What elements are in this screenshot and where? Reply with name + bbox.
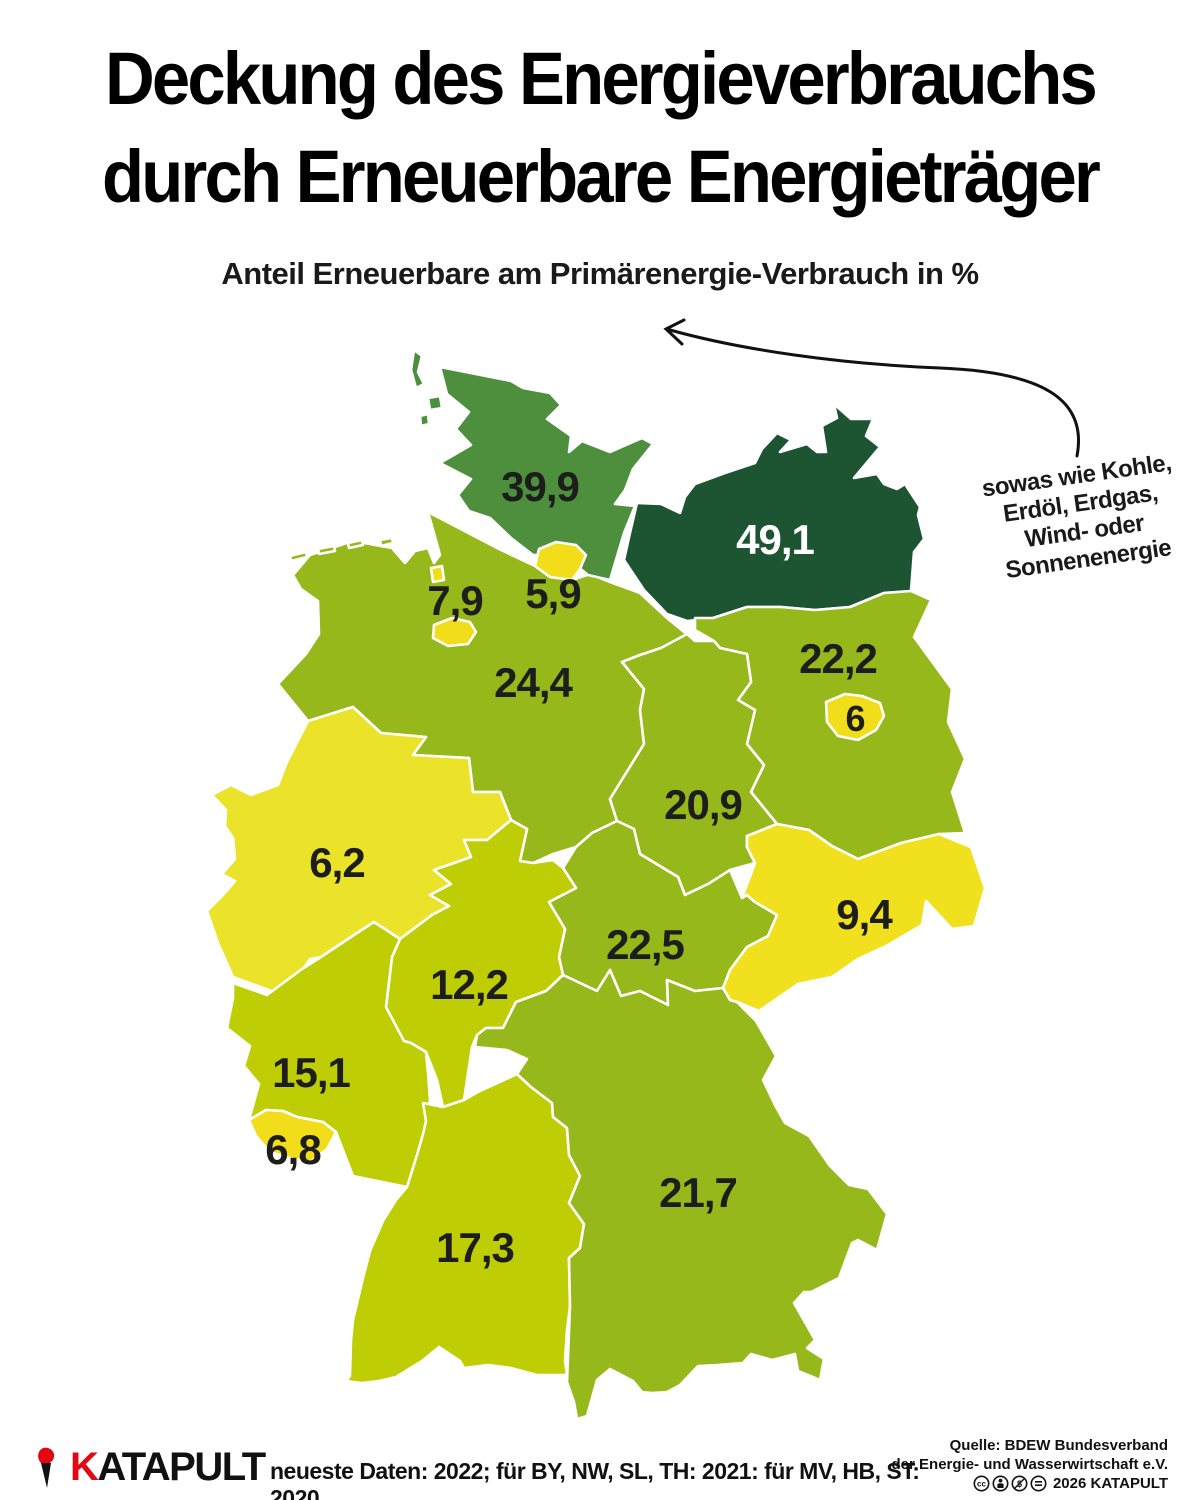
state-saarland bbox=[247, 1108, 338, 1164]
value-label-bremen: 7,9 bbox=[427, 577, 482, 624]
katapult-logo: KATAPULT bbox=[30, 1444, 266, 1490]
nc-icon: $ bbox=[1011, 1475, 1028, 1492]
footer: KATAPULT neueste Daten: 2022; für BY, NW… bbox=[0, 1436, 1200, 1500]
title-line1: Deckung des Energieverbrauchs bbox=[104, 37, 1098, 120]
value-label-rheinland-pfalz: 15,1 bbox=[272, 1049, 350, 1096]
state-sachsen bbox=[721, 822, 987, 1023]
value-label-berlin: 6 bbox=[845, 698, 864, 739]
svg-text:cc: cc bbox=[977, 1479, 986, 1488]
value-label-brandenburg: 22,2 bbox=[799, 635, 877, 682]
state-bremen bbox=[431, 616, 478, 648]
nd-icon bbox=[1030, 1475, 1047, 1492]
source-block: Quelle: BDEW Bundesverband der Energie- … bbox=[892, 1436, 1168, 1493]
value-label-saarland: 6,8 bbox=[265, 1126, 321, 1173]
subtitle: Anteil Erneuerbare am Primärenergie-Verb… bbox=[221, 256, 979, 291]
value-label-bayern: 21,7 bbox=[659, 1169, 737, 1216]
data-note: neueste Daten: 2022; für BY, NW, SL, TH:… bbox=[270, 1458, 920, 1500]
title-line2: durch Erneuerbare Energieträger bbox=[102, 135, 1101, 218]
value-label-mecklenburg-vorpommern: 49,1 bbox=[736, 516, 814, 563]
value-label-baden-wuerttemberg: 17,3 bbox=[436, 1224, 514, 1271]
cc-icon: cc bbox=[973, 1475, 990, 1492]
value-label-hessen: 12,2 bbox=[430, 961, 508, 1008]
value-label-thueringen: 22,5 bbox=[606, 921, 684, 968]
value-label-sachsen-anhalt: 20,9 bbox=[664, 781, 742, 828]
page-title: Deckung des Energieverbrauchs durch Erne… bbox=[42, 30, 1158, 226]
katapult-logo-icon bbox=[38, 1447, 55, 1488]
state-hamburg bbox=[533, 540, 588, 582]
value-label-nordrhein-westfalen: 6,2 bbox=[309, 839, 364, 886]
license-row: cc $ 2026 KATAPULT bbox=[892, 1474, 1168, 1493]
state-bayern bbox=[473, 968, 889, 1421]
value-label-sachsen: 9,4 bbox=[836, 891, 893, 938]
source-line1: Quelle: BDEW Bundesverband bbox=[949, 1437, 1168, 1454]
value-label-hamburg: 5,9 bbox=[525, 570, 580, 617]
katapult-logo-text: KATAPULT bbox=[70, 1444, 266, 1489]
north-frisian-islands bbox=[409, 348, 444, 428]
state-bremerhaven bbox=[429, 564, 446, 584]
state-mecklenburg-vorpommern bbox=[622, 402, 926, 623]
state-berlin bbox=[824, 692, 886, 742]
annotation-arrow bbox=[663, 318, 1080, 458]
by-attribution-icon bbox=[992, 1475, 1009, 1492]
east-frisian-islands bbox=[288, 536, 395, 563]
value-label-schleswig-holstein: 39,9 bbox=[501, 463, 579, 510]
source-line2: der Energie- und Wasserwirtschaft e.V. bbox=[891, 1456, 1168, 1473]
value-label-niedersachsen: 24,4 bbox=[494, 659, 573, 706]
license-text: 2026 KATAPULT bbox=[1052, 1475, 1168, 1492]
state-schleswig-holstein bbox=[438, 365, 655, 582]
